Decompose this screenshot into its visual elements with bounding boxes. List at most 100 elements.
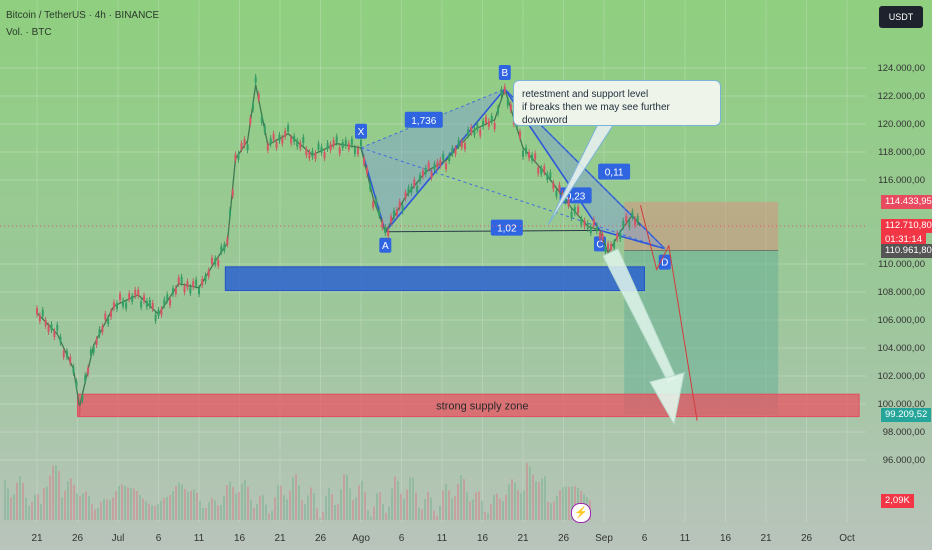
candle-body — [231, 190, 234, 197]
candle-body — [525, 147, 528, 154]
volume-bar — [52, 465, 54, 520]
candle-body — [254, 76, 257, 83]
volume-bar — [157, 503, 159, 520]
x-tick-label: 6 — [642, 533, 648, 544]
x-tick-label: 26 — [315, 533, 327, 544]
candle-body — [278, 134, 281, 141]
volume-bar — [514, 482, 516, 520]
candle-body — [201, 278, 204, 285]
candle-body — [387, 230, 390, 237]
candle-body — [518, 131, 521, 138]
volume-bar — [538, 481, 540, 520]
candle-body — [140, 301, 143, 308]
volume-bar — [193, 489, 195, 520]
volume-bar — [490, 504, 492, 520]
candle-body — [69, 356, 72, 363]
volume-bar — [550, 503, 552, 520]
candle-body — [454, 148, 457, 155]
down-arrow[interactable] — [602, 248, 685, 426]
candle-body — [433, 163, 436, 170]
volume-bar — [493, 494, 495, 520]
candle-body — [296, 140, 299, 147]
x-tick-label: 11 — [194, 533, 205, 544]
volume-bar — [313, 492, 315, 520]
candle-body — [589, 227, 592, 234]
support-zone[interactable] — [224, 266, 645, 292]
candle-body — [543, 166, 546, 173]
volume-bar — [262, 495, 264, 520]
volume-bar — [205, 507, 207, 520]
candle-body — [445, 163, 448, 170]
volume-bar — [565, 486, 567, 520]
volume-bar — [544, 476, 546, 520]
volume-bar — [88, 495, 90, 520]
candle-body — [275, 141, 278, 148]
candle-body — [137, 289, 140, 296]
y-tick-label: 108.000,00 — [877, 287, 925, 298]
candle-body — [356, 148, 359, 155]
pattern-point-label: C — [596, 239, 603, 250]
ratio-badge — [490, 219, 523, 236]
pattern-point-badge[interactable] — [379, 237, 392, 253]
annotation-callout[interactable]: retestment and support level if breaks t… — [513, 80, 721, 126]
currency-button[interactable]: USDT — [879, 6, 923, 28]
candle-body — [160, 308, 163, 315]
volume-bar — [217, 505, 219, 520]
arrow-head — [649, 372, 685, 426]
volume-bar — [415, 492, 417, 520]
candle-body — [540, 168, 543, 175]
volume-bar — [34, 494, 36, 520]
pattern-point-badge[interactable] — [498, 65, 511, 80]
candle-body — [476, 123, 479, 130]
x-tick-label: Sep — [595, 533, 613, 544]
volume-bar — [553, 501, 555, 520]
harmonic-pattern[interactable]: X A B C D 1,736 0,11 0,23 1,02 — [355, 65, 671, 270]
y-tick-label: 102.000,00 — [877, 371, 925, 382]
candle-body — [457, 139, 460, 146]
volume-bar — [355, 497, 357, 520]
candle-body — [36, 308, 38, 315]
volume-bar — [112, 497, 114, 520]
pattern-point-badge[interactable] — [355, 123, 367, 139]
candle-body — [47, 325, 50, 332]
y-tick-label: 110.000,00 — [878, 259, 925, 270]
strong-supply-zone-zone[interactable]: strong supply zone — [77, 393, 860, 418]
volume-bar — [220, 504, 222, 520]
volume-bar — [139, 494, 141, 520]
candle-body — [260, 116, 263, 123]
candle-body — [257, 94, 260, 101]
candle-body — [592, 219, 595, 226]
volume-bar — [127, 487, 129, 520]
candle-body — [290, 137, 293, 144]
pattern-point-badge[interactable] — [658, 254, 671, 270]
volume-legend[interactable]: Vol. · BTC — [6, 27, 52, 38]
volume-bar — [508, 484, 510, 520]
volume-bar — [67, 481, 69, 520]
candle-body — [198, 288, 200, 295]
lightning-icon[interactable]: ⚡ — [571, 503, 591, 523]
volume-bar — [169, 495, 171, 520]
volume-bar — [478, 491, 480, 520]
symbol-title[interactable]: Bitcoin / TetherUS · 4h · BINANCE — [6, 10, 160, 21]
volume-bar — [520, 493, 522, 520]
volume-bar — [82, 493, 84, 520]
candle-body — [636, 216, 639, 223]
projection-line[interactable] — [639, 205, 698, 421]
y-tick-label: 104.000,00 — [877, 343, 925, 354]
candle-body — [436, 161, 439, 168]
volume-bar — [532, 474, 534, 520]
x-tick-label: 16 — [477, 533, 489, 544]
candle-body — [189, 287, 192, 294]
candle-body — [229, 209, 232, 216]
candle-body — [252, 103, 254, 110]
volume-bar — [94, 509, 96, 520]
candle-body — [308, 152, 311, 159]
volume-bar — [562, 487, 564, 520]
volume-bar — [403, 498, 405, 520]
candle-body — [163, 299, 166, 306]
volume-bar — [184, 488, 186, 520]
callout-line-1: retestment and support level — [522, 89, 649, 100]
candle-body — [580, 218, 583, 225]
volume-bar — [418, 507, 420, 520]
